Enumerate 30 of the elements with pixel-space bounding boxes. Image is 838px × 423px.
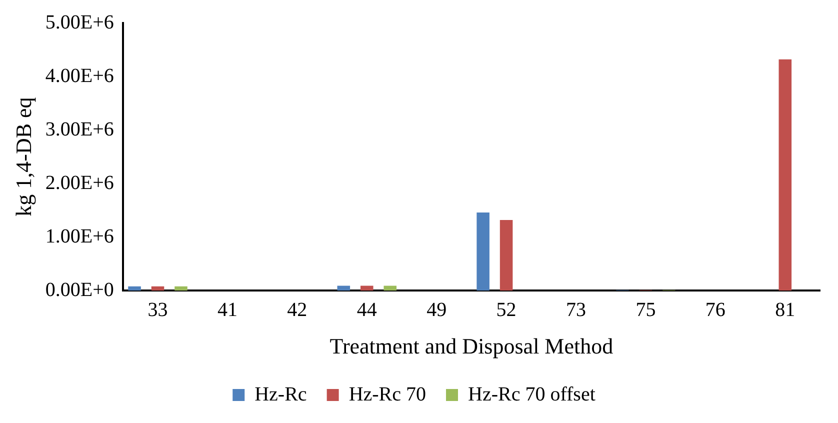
bar [476, 212, 490, 291]
bar [500, 220, 513, 291]
bar [128, 286, 141, 291]
x-tick-label: 52 [496, 298, 516, 321]
bar [174, 286, 188, 291]
y-tick-label: 5.00E+6 [45, 11, 114, 34]
x-tick-label: 41 [217, 298, 238, 321]
bar [151, 286, 164, 291]
legend-label: Hz-Rc 70 offset [468, 383, 596, 406]
x-tick-label: 42 [287, 298, 308, 321]
bar [360, 286, 374, 291]
x-tick-label: 81 [775, 298, 796, 321]
x-axis-title: Treatment and Disposal Method [330, 334, 614, 359]
legend-label: Hz-Rc [254, 383, 307, 406]
x-tick-label: 73 [566, 298, 586, 321]
x-tick-label: 76 [705, 298, 726, 321]
y-tick-label: 0.00E+0 [45, 278, 114, 301]
bar [337, 286, 350, 291]
y-axis-title: kg 1,4-DB eq [10, 97, 36, 216]
y-tick-label: 3.00E+6 [45, 118, 114, 140]
y-tick-label: 1.00E+6 [45, 225, 114, 248]
legend-label: Hz-Rc 70 [348, 383, 426, 406]
y-tick-label: 4.00E+6 [45, 64, 114, 87]
x-tick-label: 33 [148, 298, 168, 321]
x-tick-label: 75 [636, 298, 656, 321]
bar [778, 59, 792, 291]
y-tick-label: 2.00E+6 [45, 172, 114, 194]
x-tick-label: 49 [426, 298, 447, 321]
x-tick-label: 44 [356, 298, 377, 321]
bar [384, 286, 397, 291]
